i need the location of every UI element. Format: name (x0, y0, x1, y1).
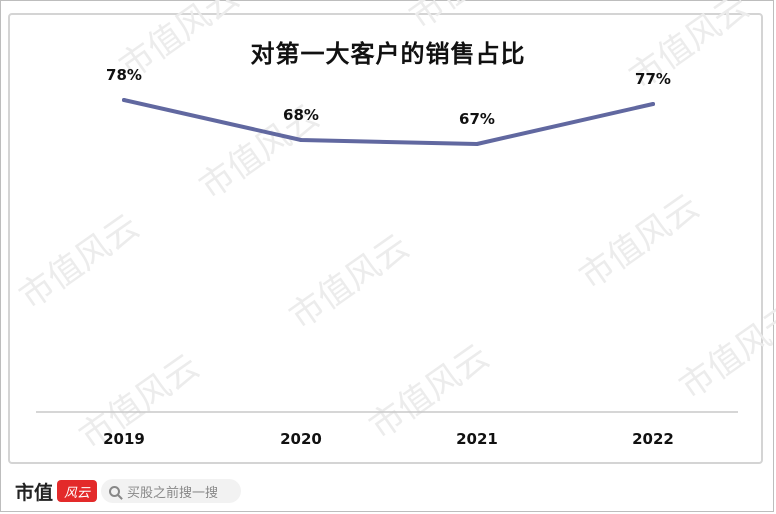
data-point (299, 138, 303, 142)
chart-title: 对第一大客户的销售占比 (250, 40, 526, 68)
data-label: 67% (459, 110, 495, 128)
chart-marks: 78% 68% 67% 77% 2019 2020 2021 2022 (103, 66, 674, 448)
data-label: 77% (635, 70, 671, 88)
watermark-text: 市值风云 (12, 207, 146, 318)
search-placeholder: 买股之前搜一搜 (127, 485, 219, 501)
watermark-text: 市值风云 (672, 297, 776, 408)
data-point (122, 98, 126, 102)
logo-mark-icon: 风云 (57, 480, 98, 502)
series-line (122, 98, 655, 146)
x-tick-label: 2019 (103, 430, 145, 448)
logo-text: 市值 (15, 481, 54, 504)
brand-logo[interactable]: 市值 风云 (15, 478, 98, 504)
watermark-text: 市值风云 (572, 187, 706, 298)
search-box[interactable]: 买股之前搜一搜 (101, 479, 241, 503)
data-label: 78% (106, 66, 142, 84)
chart-panel (8, 13, 763, 464)
x-tick-label: 2021 (456, 430, 498, 448)
watermark-text: 市值风云 (402, 0, 536, 37)
data-point (651, 102, 655, 106)
watermark-text: 市值风云 (282, 227, 416, 338)
data-label: 68% (283, 106, 319, 124)
data-point (475, 142, 479, 146)
footer-bar: 市值 风云 买股之前搜一搜 (0, 468, 776, 514)
x-tick-label: 2020 (280, 430, 322, 448)
search-icon (109, 485, 120, 497)
x-tick-label: 2022 (632, 430, 674, 448)
